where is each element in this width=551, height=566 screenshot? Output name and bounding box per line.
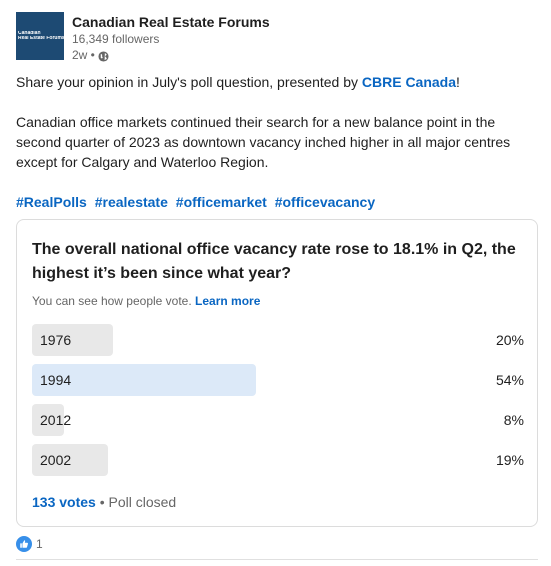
post-meta: 2w • [72, 47, 270, 63]
poll-result-bar [32, 324, 113, 356]
poll-option-1976[interactable]: 1976 20% [32, 324, 524, 356]
poll-option-label: 2002 [40, 452, 72, 468]
reaction-count: 1 [36, 537, 43, 551]
author-name[interactable]: Canadian Real Estate Forums [72, 14, 270, 30]
post-intro: Share your opinion in July's poll questi… [16, 72, 536, 92]
poll-result-bar [32, 404, 64, 436]
intro-end: ! [456, 74, 460, 90]
poll-status: • Poll closed [99, 494, 177, 510]
hashtag-officevacancy[interactable]: #officevacancy [274, 194, 376, 210]
meta-separator: • [87, 48, 95, 62]
poll-option-label: 2012 [40, 412, 72, 428]
like-icon [16, 536, 32, 552]
poll-result-bar [32, 364, 256, 396]
poll-option-label: 1994 [40, 372, 72, 388]
vote-count-link[interactable]: 133 votes [32, 494, 96, 510]
intro-text: Share your opinion in July's poll questi… [16, 74, 362, 90]
spacer [16, 92, 536, 112]
follower-count: 16,349 followers [72, 32, 160, 46]
poll-option-1994[interactable]: 1994 54% [32, 364, 524, 396]
post-time: 2w [72, 48, 88, 62]
author-info: Canadian Real Estate Forums 16,349 follo… [72, 13, 270, 63]
poll-note-text: You can see how people vote. [32, 294, 192, 308]
poll-option-percent: 20% [495, 332, 524, 348]
hashtag-officemarket[interactable]: #officemarket [175, 194, 267, 210]
poll-option-2002[interactable]: 2002 19% [32, 444, 524, 476]
poll-visibility-note: You can see how people vote. Learn more [32, 294, 260, 308]
divider [16, 559, 538, 560]
reaction-summary[interactable]: 1 [16, 536, 43, 552]
poll-card: The overall national office vacancy rate… [16, 219, 538, 527]
hashtag-realestate[interactable]: #realestate [94, 194, 168, 210]
hashtag-list: #RealPolls #realestate #officemarket #of… [16, 192, 536, 212]
post-body: Canadian office markets continued their … [16, 114, 511, 170]
post-text: Share your opinion in July's poll questi… [16, 72, 536, 212]
poll-option-label: 1976 [40, 332, 72, 348]
company-logo[interactable]: Canadian Real Estate Forums [16, 12, 64, 60]
hashtag-realpolls[interactable]: #RealPolls [16, 194, 87, 210]
cbre-canada-link[interactable]: CBRE Canada [361, 74, 457, 90]
spacer [16, 172, 536, 192]
poll-question: The overall national office vacancy rate… [32, 241, 516, 282]
globe-icon [98, 50, 109, 62]
post-header: Canadian Real Estate Forums Canadian Rea… [16, 12, 270, 63]
poll-option-percent: 54% [495, 372, 524, 388]
poll-footer: 133 votes • Poll closed [32, 494, 176, 510]
logo-text-line-2: Real Estate Forums [18, 36, 64, 41]
logo-text-line-1: Canadian [18, 31, 41, 36]
poll-result-bar [32, 444, 108, 476]
learn-more-link[interactable]: Learn more [195, 294, 261, 308]
poll-option-percent: 19% [495, 452, 524, 468]
poll-option-percent: 8% [503, 412, 524, 428]
poll-option-2012[interactable]: 2012 8% [32, 404, 524, 436]
